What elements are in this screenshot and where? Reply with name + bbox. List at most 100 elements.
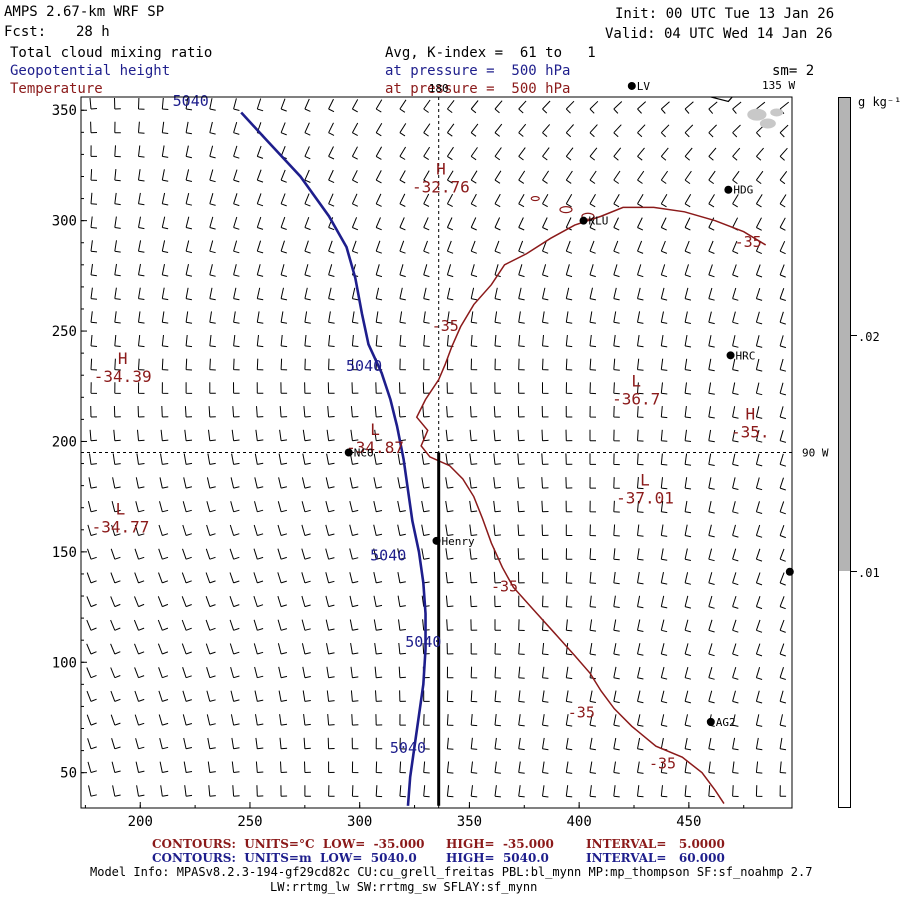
wind-barb [114, 145, 121, 158]
wind-barb [207, 737, 216, 750]
wind-barb [256, 287, 264, 301]
wind-barb [134, 572, 145, 584]
wind-barb [205, 548, 216, 560]
wind-barb [494, 737, 501, 750]
wind-barb [233, 240, 240, 254]
wind-barb [542, 287, 549, 301]
wind-barb [373, 548, 383, 560]
wind-barb [518, 737, 525, 751]
wind-barb [732, 477, 739, 490]
wind-barb [325, 572, 335, 584]
wind-barb [470, 100, 479, 114]
wind-barb [399, 761, 406, 774]
wind-barb [470, 406, 478, 418]
wind-barb [708, 429, 715, 443]
pressure-center-value: -35. [731, 422, 770, 441]
wind-barb [732, 714, 739, 727]
wind-barb [684, 170, 692, 185]
y-tick-label: 50 [60, 766, 77, 782]
wind-barb [470, 170, 478, 184]
wind-barb [256, 169, 264, 183]
wind-barb [114, 334, 121, 347]
field-height-title: Geopotential height [10, 63, 171, 79]
wind-barb [565, 714, 573, 727]
wind-barb [138, 97, 145, 110]
wind-barb [469, 571, 478, 584]
wind-barb [613, 405, 620, 418]
wind-barb [138, 287, 145, 300]
wind-barb [565, 287, 573, 301]
wind-barb [732, 335, 739, 348]
wind-barb [160, 785, 169, 797]
wind-barb [684, 500, 692, 514]
wind-barb [229, 619, 240, 631]
station-label: Henry [442, 535, 475, 548]
pressure-center-value: -34.77 [92, 517, 150, 536]
wind-barb [231, 453, 240, 465]
wind-barb [161, 264, 169, 277]
wind-barb [446, 619, 454, 631]
wind-barb [517, 524, 525, 536]
wind-barb [446, 714, 454, 726]
wind-barb [518, 147, 526, 161]
wind-barb [493, 500, 501, 513]
wind-barb [470, 643, 478, 655]
wind-barb [446, 358, 454, 371]
wind-barb [708, 264, 715, 278]
wind-barb [732, 101, 742, 114]
wind-barb [589, 382, 597, 395]
wind-barb [732, 595, 739, 609]
wind-barb [613, 287, 620, 301]
wind-barb [161, 145, 169, 158]
wind-barb [351, 99, 359, 113]
x-tick-label: 400 [566, 814, 591, 830]
wind-barb [233, 264, 240, 277]
wind-barb [684, 572, 692, 585]
wind-barb [589, 571, 597, 584]
wind-barb [755, 477, 763, 491]
wind-barb [779, 667, 786, 680]
wind-barb [518, 334, 525, 347]
wind-barb [158, 714, 169, 726]
wind-barb [779, 477, 786, 491]
wind-barb [161, 287, 169, 301]
wind-barb [493, 477, 501, 489]
wind-barb [138, 382, 145, 394]
wind-barb [205, 596, 216, 608]
forecast-label: Fcst: [4, 24, 47, 40]
wind-barb [589, 311, 596, 324]
wind-barb [589, 595, 597, 608]
y-tick-label: 100 [52, 655, 77, 671]
wind-barb [708, 477, 715, 490]
wind-barb [589, 524, 597, 537]
wind-barb [277, 524, 288, 536]
wind-barb [565, 548, 573, 560]
field-temp-title: Temperature [10, 81, 103, 97]
wind-barb [446, 737, 454, 750]
wind-barb [209, 216, 216, 230]
wind-barb [373, 595, 383, 608]
wind-barb [399, 737, 406, 750]
wind-barb [183, 477, 193, 489]
wind-barb [565, 737, 573, 751]
wind-barb [304, 311, 311, 324]
wind-barb [637, 264, 644, 278]
wind-barb [565, 193, 573, 208]
wind-barb [684, 194, 692, 208]
wind-barb [565, 405, 573, 418]
wind-barb [613, 737, 620, 751]
wind-barb [327, 737, 335, 750]
pressure-center-letter: H [118, 349, 128, 368]
wind-barb [755, 714, 763, 727]
wind-barb [87, 548, 97, 560]
wind-barb [542, 124, 551, 137]
station-marker [579, 216, 588, 225]
wind-barb [660, 785, 668, 798]
wind-barb [181, 619, 192, 631]
wind-barb [229, 596, 240, 608]
wind-barb [541, 429, 549, 442]
wind-barb [301, 643, 311, 655]
wind-barb [328, 98, 335, 113]
station-label: AG2 [716, 716, 736, 729]
wind-barb [565, 429, 573, 442]
